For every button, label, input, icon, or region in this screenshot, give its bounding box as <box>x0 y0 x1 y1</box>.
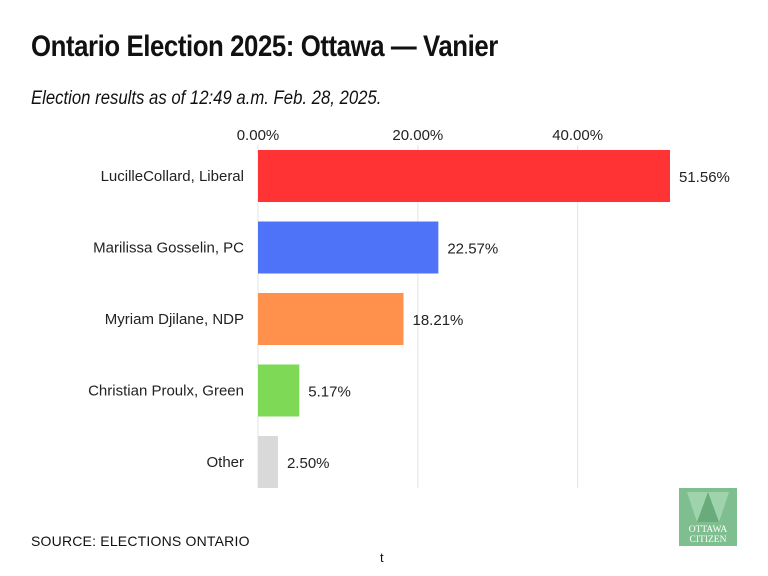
category-label: Myriam Djilane, NDP <box>105 311 244 328</box>
value-labels: 51.56% 22.57% 18.21% 5.17% 2.50% <box>287 169 730 472</box>
x-tick-label: 40.00% <box>552 127 603 144</box>
bar <box>258 364 300 417</box>
value-label: 5.17% <box>308 384 351 401</box>
ottawa-citizen-logo: OTTAWA CITIZEN <box>679 488 737 546</box>
bar <box>258 293 404 345</box>
bar <box>258 436 278 488</box>
svg-text:OTTAWA: OTTAWA <box>689 525 728 535</box>
category-label: Christian Proulx, Green <box>88 383 244 400</box>
bar <box>258 150 670 202</box>
category-labels: LucilleCollard, Liberal Marilissa Gosseli… <box>88 168 244 471</box>
bars <box>258 150 670 488</box>
category-label: Other <box>206 454 244 471</box>
chart-title: Ontario Election 2025: Ottawa — Vanier <box>31 30 498 63</box>
source-note: SOURCE: ELECTIONS ONTARIO <box>31 533 250 549</box>
category-label: Marilissa Gosselin, PC <box>93 240 244 257</box>
x-axis-ticks: 0.00% 20.00% 40.00% <box>237 127 603 144</box>
value-label: 22.57% <box>447 241 498 258</box>
bar <box>258 221 439 274</box>
x-tick-label: 20.00% <box>392 127 443 144</box>
svg-text:CITIZEN: CITIZEN <box>690 535 727 545</box>
value-label: 2.50% <box>287 455 330 472</box>
footnote: t <box>380 550 384 565</box>
category-label: LucilleCollard, Liberal <box>101 168 244 185</box>
x-tick-label: 0.00% <box>237 127 280 144</box>
chart-subtitle: Election results as of 12:49 a.m. Feb. 2… <box>31 88 382 109</box>
value-label: 51.56% <box>679 169 730 186</box>
value-label: 18.21% <box>413 312 464 329</box>
